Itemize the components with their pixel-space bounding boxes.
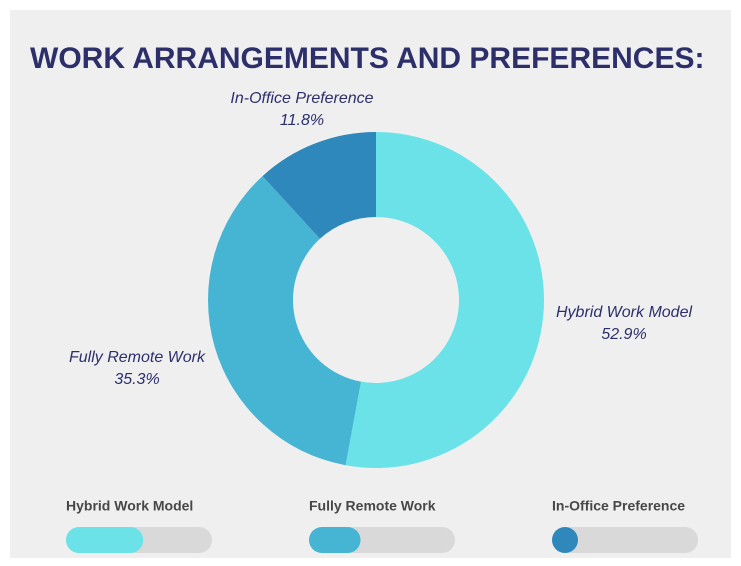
slice-value-label: 35.3%: [114, 371, 159, 388]
donut-slice: [345, 132, 545, 469]
slice-value-label: 11.8%: [280, 112, 324, 129]
slice-label: In-Office Preference: [230, 90, 373, 107]
progress-fill: [552, 527, 578, 553]
legend-label: Fully Remote Work: [309, 498, 436, 514]
slice-label: Hybrid Work Model: [556, 304, 692, 321]
donut-slice: [262, 132, 376, 239]
legend-label: In-Office Preference: [552, 498, 685, 514]
progress-fill: [309, 527, 361, 553]
chart-title: WORK ARRANGEMENTS AND PREFERENCES:: [30, 42, 704, 75]
slice-label: Fully Remote Work: [69, 349, 206, 366]
progress-fill: [66, 527, 144, 553]
slice-value-label: 52.9%: [601, 326, 646, 343]
donut-slice: [208, 176, 361, 466]
legend-label: Hybrid Work Model: [66, 498, 193, 514]
progress-track: [552, 527, 698, 553]
